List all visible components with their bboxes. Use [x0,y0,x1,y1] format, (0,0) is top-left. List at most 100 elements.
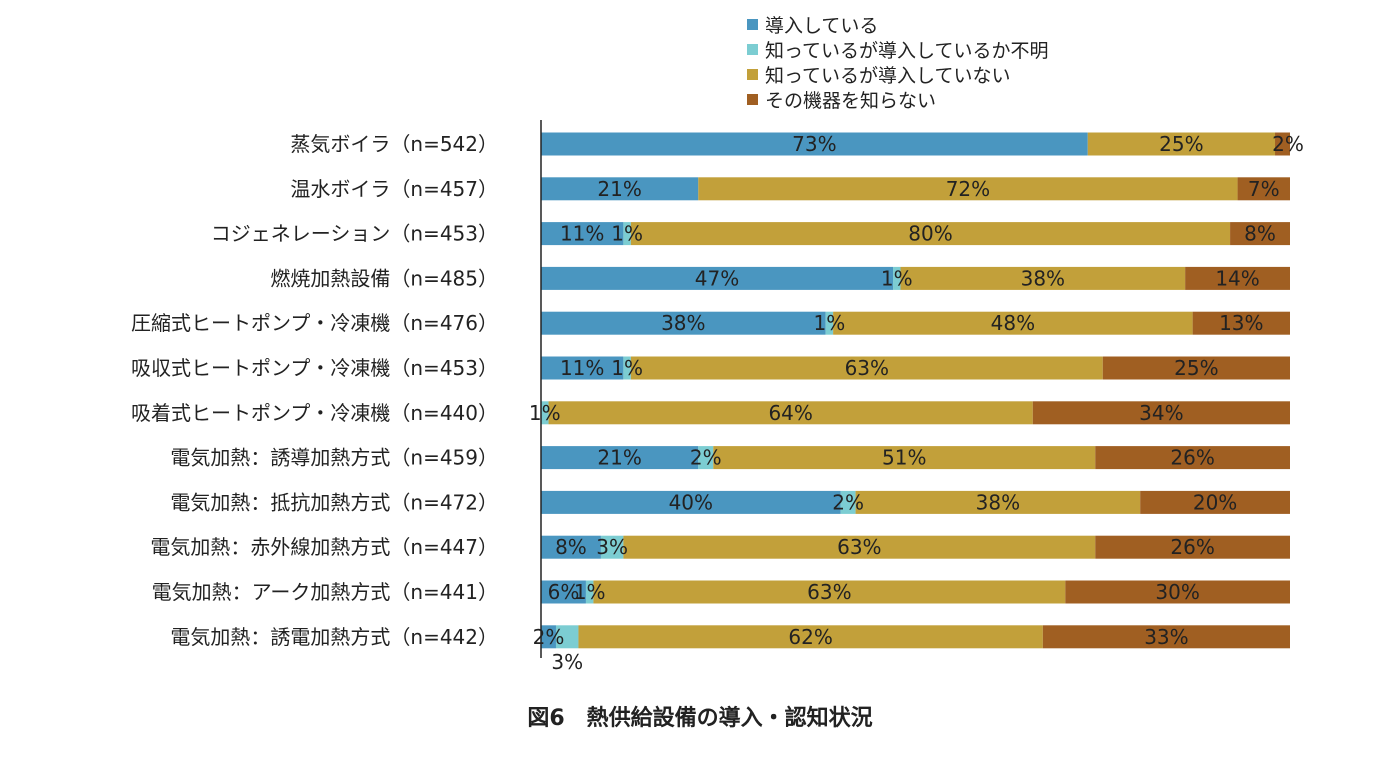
bar-segment [541,535,601,559]
bar-segment [630,222,1231,246]
bar-segment [698,446,714,470]
data-label: 63% [845,356,889,380]
data-label: 26% [1170,446,1214,470]
bar-segment [541,222,624,246]
bar-segment [1095,446,1290,470]
data-label: 13% [1219,311,1263,335]
bar-segment [1192,311,1290,335]
category-label: 電気加熱：アーク加熱方式（n=441） [152,580,498,604]
category-label: コジェネレーション（n=453） [211,222,498,246]
bar-segment [1102,356,1290,380]
data-label: 34% [1139,401,1183,425]
legend-swatch-1 [747,19,758,30]
bar-segment [1032,401,1290,425]
data-label: 7% [1248,177,1280,201]
bar-segment [833,311,1193,335]
data-label: 40% [669,490,713,514]
bar-segment [578,625,1043,649]
category-label: 蒸気ボイラ（n=542） [290,132,498,156]
stacked-bar-chart: 導入している知っているが導入しているか不明知っているが導入していないその機器を知… [131,15,1304,674]
data-label: 2% [1272,132,1304,156]
data-label: 64% [768,401,812,425]
data-label: 2% [533,625,565,649]
category-label: 燃焼加熱設備（n=485） [270,266,498,290]
data-label: 26% [1170,535,1214,559]
data-label: 38% [1021,266,1065,290]
bar-segment [623,356,631,380]
bar-segment [623,222,631,246]
bar-segment [825,311,834,335]
data-label: 11% [560,222,604,246]
data-label: 73% [792,132,836,156]
category-label: 圧縮式ヒートポンプ・冷凍機（n=476） [131,311,498,335]
category-label: 電気加熱：抵抗加熱方式（n=472） [170,490,498,514]
data-label: 25% [1174,356,1218,380]
data-label: 6% [548,580,580,604]
data-label: 14% [1215,266,1259,290]
category-label: 吸着式ヒートポンプ・冷凍機（n=440） [131,401,498,425]
bar-segment [623,535,1096,559]
legend-swatch-4 [747,94,758,105]
data-label: 1% [529,401,561,425]
bar-segment [541,401,549,425]
data-label: 80% [908,222,952,246]
bar-segment [900,266,1186,290]
bar-segment [541,490,841,514]
category-label: 温水ボイラ（n=457） [290,177,498,201]
data-label: 2% [832,490,864,514]
bar-segment [630,356,1103,380]
bar-segment [555,625,579,649]
bar-segment [1275,132,1290,156]
legend-label-1: 導入している [765,15,878,37]
legend-label-2: 知っているが導入しているか不明 [765,40,1048,62]
bar-segment [541,311,826,335]
bar-segment [541,625,556,649]
bar-segment [541,177,699,201]
data-label: 51% [882,446,926,470]
data-label: 1% [881,266,913,290]
data-label: 62% [788,625,832,649]
bar-segment [1140,490,1290,514]
data-label: 11% [560,356,604,380]
figure-caption: 図6 熱供給設備の導入・認知状況 [527,706,873,731]
bar-segment [893,266,901,290]
data-label: 48% [991,311,1035,335]
legend-label-3: 知っているが導入していない [765,65,1010,87]
data-label: 21% [597,177,641,201]
bar-segment [698,177,1238,201]
data-label: 47% [695,266,739,290]
bar-segment [1042,625,1290,649]
bar-segment [1237,177,1290,201]
bar-segment [1087,132,1276,156]
data-label: 25% [1159,132,1203,156]
category-label: 吸収式ヒートポンプ・冷凍機（n=453） [131,356,498,380]
bar-segment [585,580,594,604]
bar-segment [548,401,1033,425]
data-label: 3% [551,650,583,674]
data-label: 2% [690,446,722,470]
bar-segment [855,490,1141,514]
bar-segment [1095,535,1290,559]
bar-segment [541,580,586,604]
bar-segment [541,266,894,290]
data-label: 20% [1193,490,1237,514]
bar-segment [593,580,1066,604]
legend-label-4: その機器を知らない [765,90,936,112]
data-label: 1% [813,311,845,335]
legend-swatch-3 [747,69,758,80]
category-label: 電気加熱：誘電加熱方式（n=442） [170,625,498,649]
bar-segment [840,490,856,514]
category-label: 電気加熱：誘導加熱方式（n=459） [170,446,498,470]
bar-segment [1065,580,1290,604]
data-label: 63% [837,535,881,559]
bar-segment [541,446,699,470]
bar-segment [541,132,1088,156]
bar-segment [600,535,624,559]
data-label: 8% [1244,222,1276,246]
bar-segment [713,446,1096,470]
data-label: 30% [1155,580,1199,604]
data-label: 38% [661,311,705,335]
data-label: 72% [946,177,990,201]
data-label: 63% [807,580,851,604]
data-label: 1% [611,222,643,246]
